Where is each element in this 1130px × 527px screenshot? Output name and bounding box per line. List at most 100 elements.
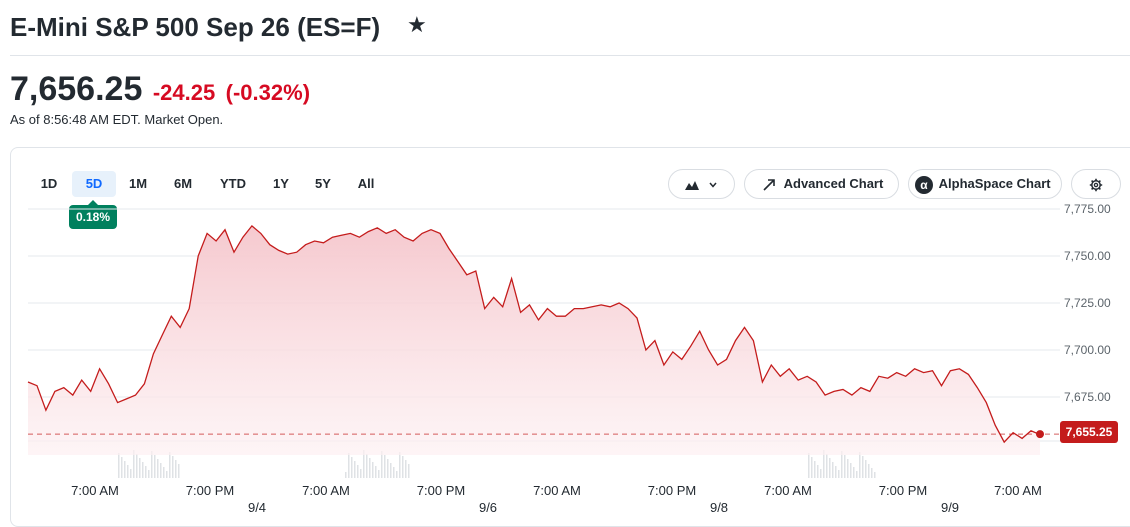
x-date-label: 9/4 (247, 500, 267, 515)
range-1m-button[interactable]: 1M (128, 176, 148, 191)
volume-bar (871, 468, 873, 478)
volume-bar (369, 458, 371, 478)
range-all-button[interactable]: All (357, 176, 375, 191)
volume-bar (874, 472, 876, 478)
volume-bar (823, 450, 825, 478)
volume-bar (160, 463, 162, 478)
volume-bar (118, 453, 120, 478)
volume-bar (832, 462, 834, 478)
volume-bar (393, 467, 395, 478)
volume-bar (396, 471, 398, 478)
volume-bar (838, 470, 840, 478)
y-tick-label: 7,675.00 (1064, 390, 1111, 404)
quote-header: E-Mini S&P 500 Sep 26 (ES=F) ★ (10, 10, 1130, 56)
volume-bar (124, 461, 126, 478)
alphaspace-chart-label: AlphaSpace Chart (938, 176, 1051, 191)
volume-bar (844, 455, 846, 478)
x-tick-label: 7:00 AM (71, 483, 119, 498)
volume-bar (817, 465, 819, 478)
x-tick-label: 7:00 AM (994, 483, 1042, 498)
volume-bar (154, 455, 156, 478)
volume-bar (390, 463, 392, 478)
volume-bar (378, 470, 380, 478)
volume-bar (145, 466, 147, 478)
mountain-chart-icon (684, 180, 699, 190)
alphaspace-logo-icon: α (915, 175, 933, 194)
price-row: 7,656.25 -24.25 (-0.32%) (10, 70, 310, 110)
volume-bar (820, 469, 822, 478)
volume-bar (856, 471, 858, 478)
volume-bar (859, 452, 861, 478)
volume-bar (157, 459, 159, 478)
volume-bar (136, 454, 138, 478)
volume-bar (375, 466, 377, 478)
volume-bar (139, 458, 141, 478)
volume-bar (841, 451, 843, 478)
x-tick-label: 7:00 PM (878, 483, 928, 498)
range-6m-button[interactable]: 6M (173, 176, 193, 191)
as-of-timestamp: As of 8:56:48 AM EDT. Market Open. (10, 112, 224, 127)
volume-bar (835, 466, 837, 478)
volume-bar (142, 462, 144, 478)
volume-bar (372, 462, 374, 478)
x-tick-label: 7:00 AM (764, 483, 812, 498)
volume-bar (169, 452, 171, 478)
x-tick-label: 7:00 AM (533, 483, 581, 498)
price-area-fill (28, 225, 1040, 455)
volume-bar (163, 467, 165, 478)
volume-bar (351, 457, 353, 478)
y-tick-label: 7,750.00 (1064, 249, 1111, 263)
y-tick-label: 7,700.00 (1064, 343, 1111, 357)
alphaspace-chart-button[interactable]: α AlphaSpace Chart (908, 169, 1062, 199)
volume-bar (811, 457, 813, 478)
volume-bar (178, 464, 180, 478)
volume-bar (366, 454, 368, 478)
range-1d-button[interactable]: 1D (40, 176, 58, 191)
volume-bar (133, 450, 135, 478)
volume-bar (357, 465, 359, 478)
volume-bar (345, 472, 347, 478)
x-date-label: 9/8 (709, 500, 729, 515)
x-date-label: 9/9 (940, 500, 960, 515)
price-change: -24.25 (152, 80, 216, 105)
volume-bar (850, 463, 852, 478)
current-price-tag: 7,655.25 (1060, 421, 1118, 443)
volume-bar (148, 470, 150, 478)
range-ytd-button[interactable]: YTD (220, 176, 246, 191)
volume-bar (166, 471, 168, 478)
volume-bar (363, 450, 365, 478)
price-line (27, 224, 1041, 444)
advanced-chart-button[interactable]: Advanced Chart (744, 169, 899, 199)
volume-bar (172, 456, 174, 478)
current-price: 7,656.25 (10, 70, 143, 108)
volume-bar (826, 454, 828, 478)
current-price-dot (1036, 430, 1044, 439)
volume-bar (408, 464, 410, 478)
volume-bar (402, 456, 404, 478)
volume-bar (387, 459, 389, 478)
x-tick-label: 7:00 PM (185, 483, 235, 498)
x-tick-label: 7:00 PM (416, 483, 466, 498)
volume-bar (853, 467, 855, 478)
chart-type-dropdown[interactable] (668, 169, 735, 199)
range-5d-button[interactable]: 5D (72, 171, 116, 197)
volume-bar (354, 461, 356, 478)
range-5y-button[interactable]: 5Y (315, 176, 331, 191)
gear-icon (1089, 178, 1103, 191)
volume-bar (808, 453, 810, 478)
volume-bar (121, 457, 123, 478)
volume-bar (127, 465, 129, 478)
y-tick-label: 7,725.00 (1064, 296, 1111, 310)
range-1y-button[interactable]: 1Y (273, 176, 289, 191)
watchlist-star-icon[interactable]: ★ (407, 12, 427, 37)
volume-bar (829, 458, 831, 478)
volume-bar (130, 469, 132, 478)
volume-bar (384, 455, 386, 478)
volume-bar (862, 456, 864, 478)
expand-arrow-icon (763, 178, 775, 191)
chart-settings-button[interactable] (1071, 169, 1121, 199)
volume-bar (405, 460, 407, 478)
volume-bar (847, 459, 849, 478)
volume-bar (814, 461, 816, 478)
